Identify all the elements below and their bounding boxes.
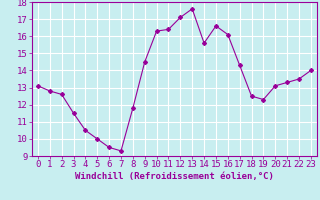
X-axis label: Windchill (Refroidissement éolien,°C): Windchill (Refroidissement éolien,°C)	[75, 172, 274, 181]
